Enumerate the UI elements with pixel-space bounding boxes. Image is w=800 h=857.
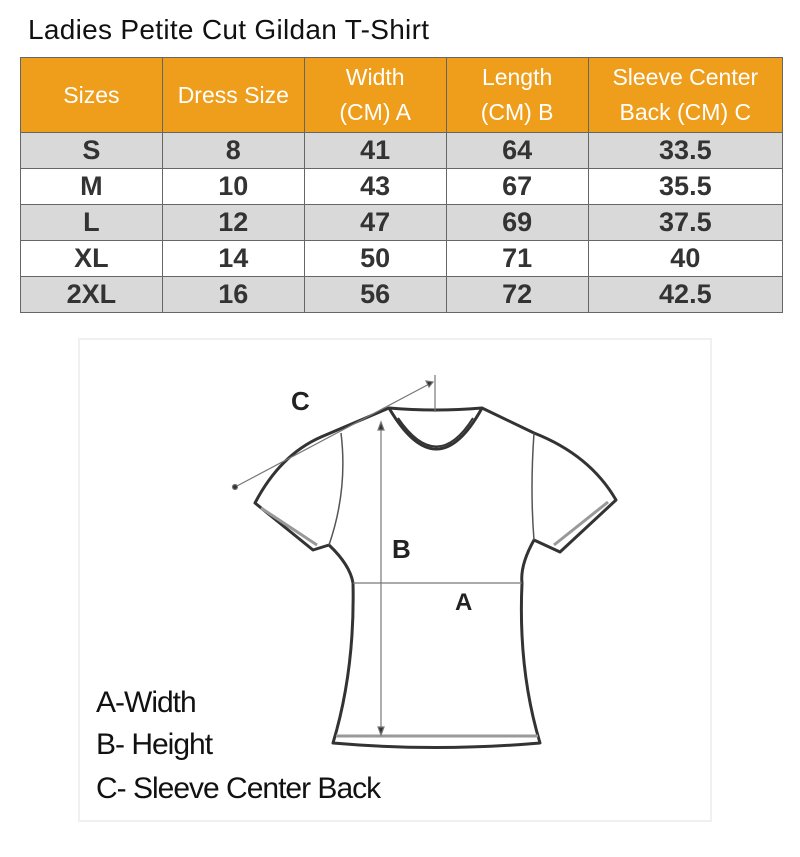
tshirt-illustration: C B A [231,375,618,749]
table-cell: XL [20,240,163,277]
column-header: Dress Size [161,57,305,133]
table-row: L 12 47 69 37.5 [20,204,784,241]
page-title: Ladies Petite Cut Gildan T-Shirt [28,14,430,45]
table-cell: 12 [161,204,305,241]
table-cell: M [20,168,163,205]
size-chart-table: Sizes Dress Size Width (CM) A Length (CM) B… [20,57,784,313]
column-header: Sleeve Center Back (CM) C [587,57,784,133]
column-header: Length (CM) B [445,57,589,133]
table-cell: 2XL [20,276,163,313]
table-cell: 14 [161,240,305,277]
shirt-outline [253,406,618,749]
table-cell: 64 [445,132,589,169]
table-cell: L [20,204,163,241]
label-c: C [291,386,310,416]
table-row: 2XL 16 56 72 42.5 [20,276,784,313]
legend-sleeve: C- Sleeve Center Back [96,772,381,805]
table-cell: 8 [161,132,305,169]
table-cell: S [20,132,163,169]
table-cell: 37.5 [587,204,784,241]
table-cell: 67 [445,168,589,205]
table-cell: 50 [303,240,447,277]
collar [387,407,484,451]
table-cell: 33.5 [587,132,784,169]
table-cell: 72 [445,276,589,313]
table-cell: 71 [445,240,589,277]
table-row: XL 14 50 71 40 [20,240,784,277]
table-row: S 8 41 64 33.5 [20,132,784,169]
label-a: A [455,589,472,616]
table-cell: 41 [303,132,447,169]
table-cell: 47 [303,204,447,241]
table-cell: 42.5 [587,276,784,313]
legend-width: A-Width [96,686,197,719]
table-cell: 43 [303,168,447,205]
column-header: Sizes [20,57,163,133]
legend-height: B- Height [96,728,213,761]
label-b: B [392,534,411,564]
table-cell: 56 [303,276,447,313]
table-cell: 16 [161,276,305,313]
tshirt-diagram: C B A A-Width B- Height C- Sleeve Center… [80,340,710,820]
table-header-row: Sizes Dress Size Width (CM) A Length (CM) B… [20,57,784,133]
table-cell: 35.5 [587,168,784,205]
table-cell: 10 [161,168,305,205]
table-row: M 10 43 67 35.5 [20,168,784,205]
table-cell: 40 [587,240,784,277]
table-cell: 69 [445,204,589,241]
column-header: Width (CM) A [303,57,447,133]
